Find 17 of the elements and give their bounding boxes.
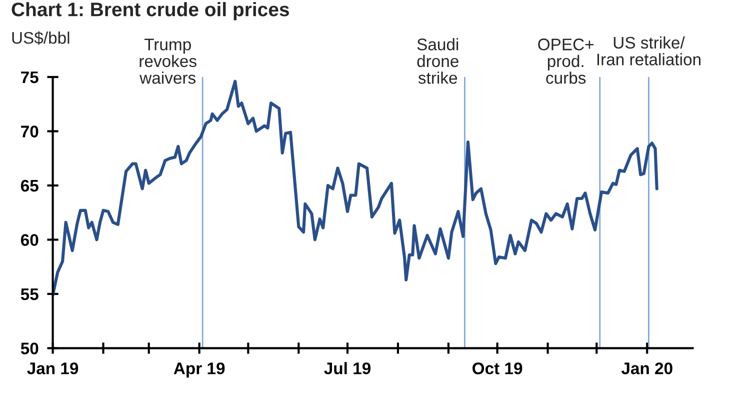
y-tick-label: 50 <box>20 342 38 354</box>
x-tick-label: Oct 19 <box>472 362 522 374</box>
y-tick-label: 60 <box>20 234 38 246</box>
ref-line-label: Saudi drone strike <box>417 38 458 84</box>
y-axis-title: US$/bbl <box>12 31 70 45</box>
y-tick-label: 65 <box>20 180 38 192</box>
y-tick-label: 75 <box>21 72 38 84</box>
y-tick-label: 55 <box>20 288 38 300</box>
chart-title: Chart 1: Brent crude oil prices <box>12 2 289 20</box>
x-tick-label: Jul 19 <box>324 362 370 374</box>
ref-line-label: OPEC+ prod. curbs <box>538 38 594 84</box>
x-tick-label: Apr 19 <box>174 362 225 378</box>
ref-line-label: Trump revokes waivers <box>140 38 196 84</box>
y-tick-label: 70 <box>21 126 38 138</box>
x-tick-label: Jan 19 <box>27 362 78 374</box>
x-tick-label: Jan 20 <box>621 362 672 374</box>
ref-line-label: US strike/ Iran retaliation <box>597 36 700 66</box>
